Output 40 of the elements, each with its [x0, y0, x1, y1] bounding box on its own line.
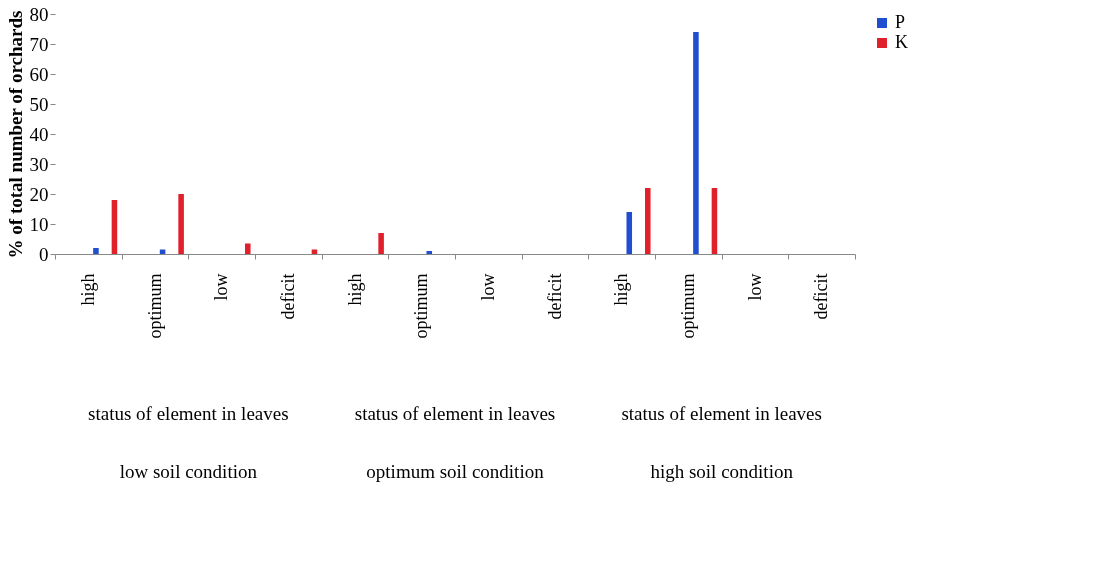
- x-tick-label: optimum: [677, 273, 698, 339]
- x-tick-label: high: [344, 273, 365, 306]
- bar: [645, 188, 651, 254]
- x-tick-label: low: [744, 273, 765, 301]
- y-tick-label: 10: [29, 213, 49, 235]
- bar: [693, 32, 699, 254]
- y-tick-label: 40: [29, 123, 49, 145]
- x-tick-label: high: [77, 273, 98, 306]
- bar: [711, 188, 718, 254]
- y-tick-label: 70: [29, 33, 49, 55]
- legend-label: P: [895, 12, 906, 32]
- x-tick-label: low: [477, 273, 498, 301]
- y-tick-label: 60: [29, 63, 49, 85]
- bar: [378, 233, 384, 254]
- x-tick-label: optimum: [411, 273, 432, 339]
- bar: [245, 243, 251, 254]
- bar: [178, 194, 184, 254]
- text: optimum soil condition: [366, 461, 545, 482]
- x-tick-label: high: [611, 273, 632, 306]
- legend-label: K: [895, 32, 908, 52]
- y-tick-label: 30: [29, 153, 49, 175]
- bar: [626, 212, 633, 254]
- x-tick-label: low: [211, 273, 232, 301]
- text: status of element in leaves: [88, 403, 289, 424]
- text: low soil condition: [119, 461, 258, 482]
- bar: [111, 200, 118, 254]
- y-tick-label: 0: [39, 243, 49, 265]
- x-tick-label: deficit: [544, 273, 565, 320]
- x-tick-label: deficit: [811, 273, 832, 320]
- y-tick-label: 50: [29, 93, 49, 115]
- bar: [426, 251, 433, 254]
- y-axis-title: % of total number of orchards: [4, 10, 26, 259]
- text: status of element in leaves: [354, 403, 556, 424]
- bar: [93, 248, 99, 254]
- y-tick-label: 20: [29, 183, 49, 205]
- x-tick-label: optimum: [144, 273, 165, 339]
- text: status of element in leaves: [621, 403, 822, 424]
- text: high soil condition: [650, 461, 794, 482]
- x-tick-label: deficit: [277, 273, 298, 320]
- y-tick-label: 80: [29, 3, 49, 25]
